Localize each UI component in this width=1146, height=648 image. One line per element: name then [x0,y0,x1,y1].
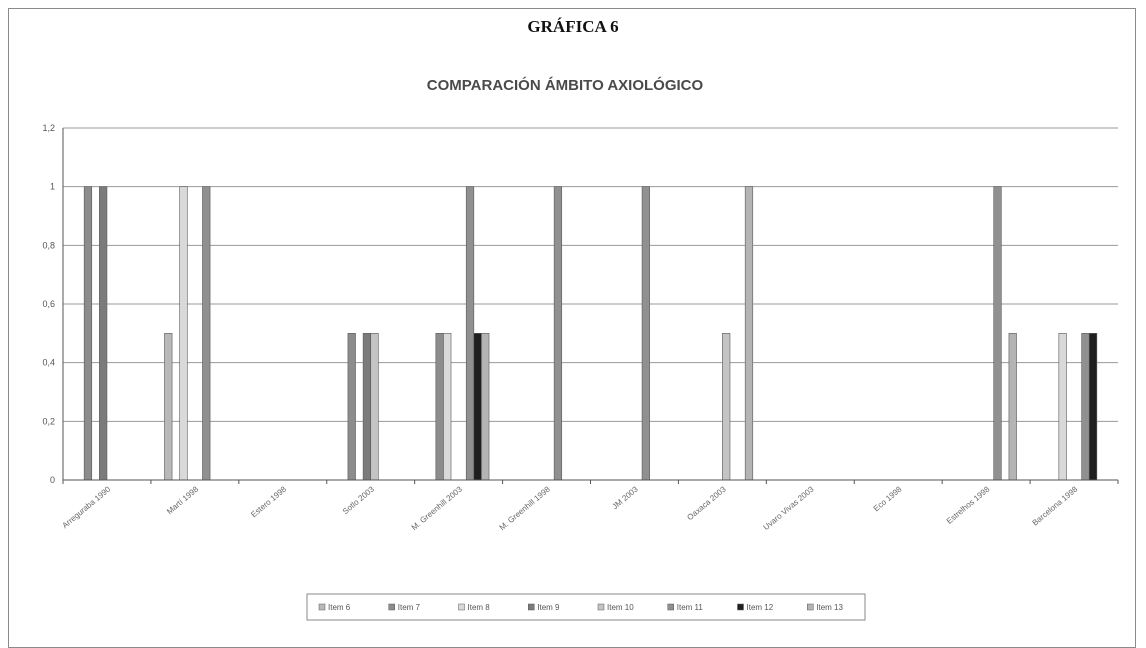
legend-box [306,593,866,621]
legend-label: Item 9 [537,603,560,612]
bar [481,333,490,481]
x-tick-label: Uvaro Vivas 2003 [762,484,816,532]
bar [641,186,650,481]
bar [553,186,563,481]
legend: Item 6 Item 7 Item 8 Item 9 Item 10 Item 11 It… [306,593,866,621]
x-tick-label: Sotlo 2003 [341,484,377,516]
bar [164,333,173,481]
legend-swatch [807,603,814,611]
legend-swatch [667,603,674,611]
y-tick-label: 1 [50,182,55,192]
bar [722,333,731,481]
bar [1008,333,1017,481]
bar [179,186,188,481]
gridlines [63,127,1118,422]
figure-heading: GRÁFICA 6 [527,17,619,36]
y-tick-label: 0,8 [42,240,55,250]
legend-swatch [528,603,535,611]
legend-label: Item 6 [328,603,351,612]
y-tick-label: 0,4 [42,358,55,368]
x-tick-label: Martí 1998 [165,484,201,516]
legend-label: Item 13 [816,603,843,612]
x-tick-label: M. Greenhill 2003 [410,484,465,532]
bar [1088,333,1098,481]
chart-title: COMPARACIÓN ÁMBITO AXIOLÓGICO [427,76,704,94]
bar [99,186,108,481]
bar [347,333,356,481]
bar [370,333,379,481]
bar [435,333,444,481]
bar [473,333,482,481]
legend-swatch [458,603,465,611]
figure-frame [8,8,1136,648]
x-tick-label: JM 2003 [610,484,640,511]
legend-label: Item 11 [677,603,704,612]
bar [465,186,475,481]
y-tick-label: 1,2 [42,123,55,133]
bar [443,333,452,481]
bar [1081,333,1090,481]
bar [744,186,754,481]
bar [202,186,211,481]
bar [1058,333,1067,481]
x-tick-label: M. Greenhill 1998 [498,484,553,532]
legend-swatch [597,603,605,611]
y-tick-label: 0 [50,475,55,485]
legend-swatch [388,603,395,611]
y-tick-label: 0,2 [42,416,55,426]
y-tick-label: 0,6 [42,299,55,309]
legend-swatch [318,603,326,611]
x-tick-label: Oaxaca 2003 [685,484,728,522]
bars [83,186,1098,481]
x-tick-label: Barcelona 1998 [1031,484,1080,527]
x-tick-label: Arreguraba 1990 [60,484,112,530]
legend-label: Item 12 [747,603,774,612]
x-tick-label: Eco 1998 [872,484,904,513]
x-tick-label: Estero 1998 [249,484,288,519]
bar [993,186,1002,481]
legend-label: Item 7 [398,603,421,612]
legend-label: Item 10 [607,603,634,612]
bar [83,186,93,481]
bar [362,333,372,481]
x-tick-label: Estrelhos 1998 [945,484,992,526]
legend-swatch [737,603,744,611]
legend-label: Item 8 [468,603,491,612]
